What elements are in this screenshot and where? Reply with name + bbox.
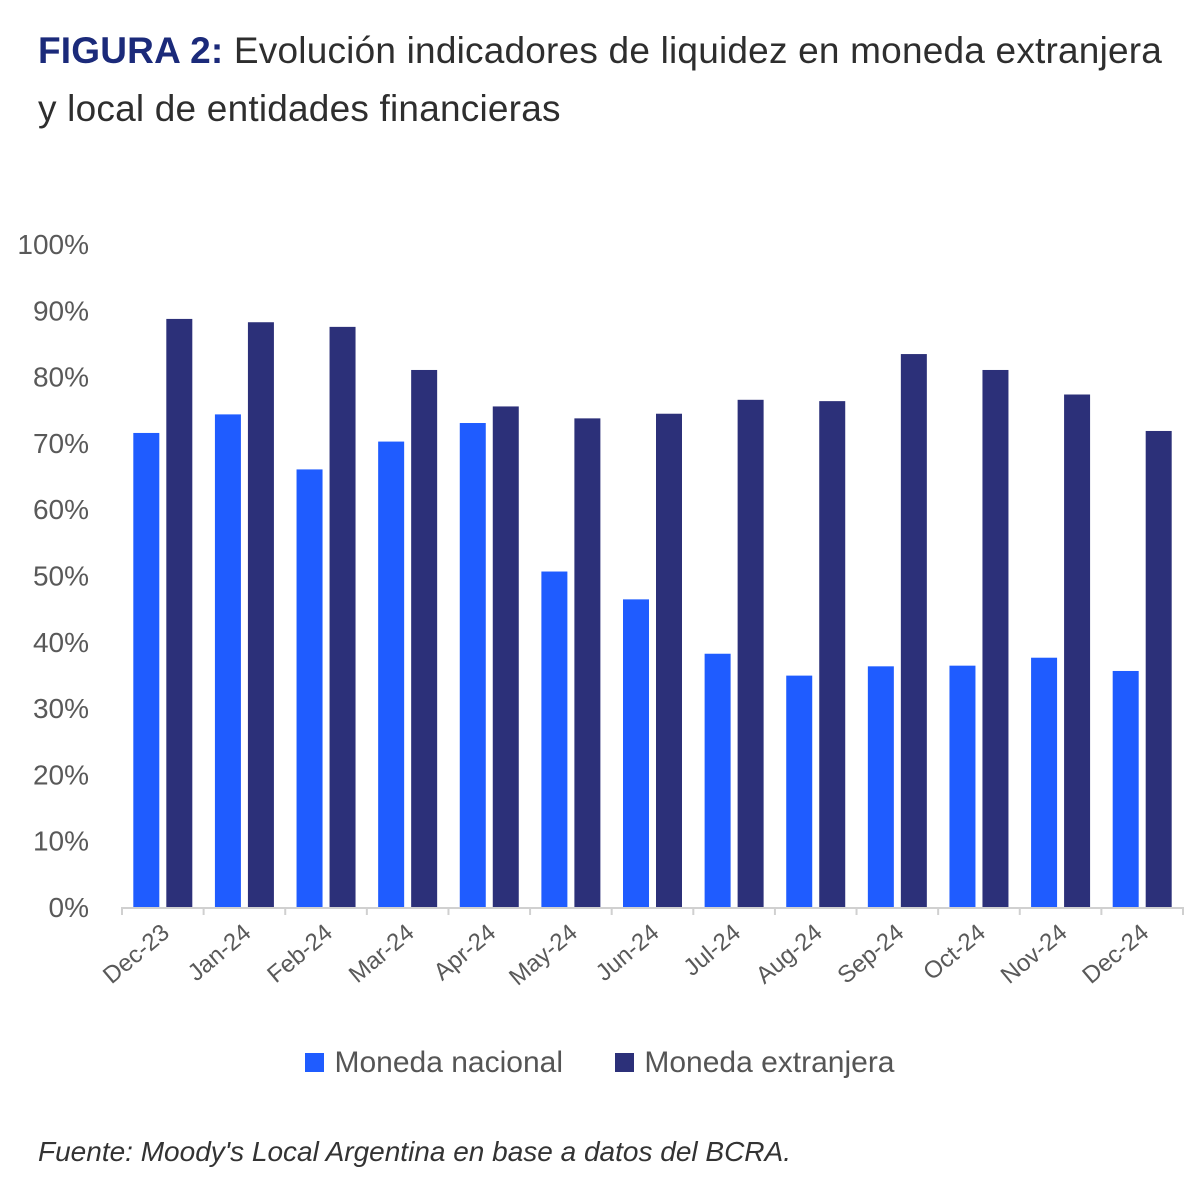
bar-moneda-nacional-mar-24: [378, 441, 405, 907]
bar-moneda-extranjera-jan-24: [247, 322, 274, 907]
bar-moneda-nacional-apr-24: [459, 423, 486, 907]
figure-title-text: Evolución indicadores de liquidez en mon…: [38, 30, 1163, 129]
bar-moneda-extranjera-mar-24: [411, 369, 438, 908]
y-tick-label: 20%: [33, 759, 89, 790]
bar-moneda-extranjera-nov-24: [1064, 394, 1091, 908]
bar-moneda-extranjera-dec-24: [1145, 430, 1172, 907]
legend-item-moneda-nacional: Moneda nacional: [305, 1046, 563, 1080]
x-tick-label: Apr-24: [429, 919, 502, 986]
x-tick-label: Oct-24: [918, 919, 991, 986]
legend-label: Moneda extranjera: [644, 1046, 895, 1079]
bar-moneda-extranjera-jun-24: [656, 413, 682, 907]
legend-item-moneda-extranjera: Moneda extranjera: [615, 1046, 895, 1080]
y-axis: 0% 10% 20% 30% 40% 50% 60% 70% 80% 90% 100%: [17, 229, 89, 923]
x-tick-label: Dec-23: [98, 919, 175, 989]
x-tick-label: Feb-24: [262, 919, 338, 989]
figure-title: FIGURA 2: Evolución indicadores de liqui…: [38, 22, 1178, 138]
bar-moneda-extranjera-jul-24: [737, 399, 764, 907]
y-tick-label: 90%: [33, 295, 89, 326]
bar-moneda-extranjera-apr-24: [492, 406, 519, 907]
legend-label: Moneda nacional: [334, 1046, 563, 1079]
bar-moneda-nacional-nov-24: [1031, 657, 1058, 907]
x-axis: Dec-23 Jan-24 Feb-24 Mar-24 Apr-24 May-24 Jun-…: [98, 907, 1184, 991]
bar-moneda-extranjera-oct-24: [982, 369, 1009, 908]
y-tick-label: 50%: [33, 561, 89, 592]
bar-moneda-extranjera-may-24: [574, 418, 601, 907]
bar-moneda-extranjera-dec-23: [166, 318, 193, 907]
y-tick-label: 70%: [33, 428, 89, 459]
bar-moneda-nacional-jan-24: [214, 414, 241, 907]
x-tick-label: Jul-24: [679, 919, 746, 982]
bar-moneda-nacional-aug-24: [786, 675, 813, 907]
y-tick-label: 100%: [17, 229, 89, 260]
x-tick-label: Jun-24: [591, 919, 665, 987]
x-tick-label: May-24: [504, 919, 583, 991]
source-note: Fuente: Moody's Local Argentina en base …: [38, 1136, 791, 1167]
y-tick-label: 0%: [49, 892, 89, 923]
x-tick-label: Sep-24: [833, 919, 910, 989]
bar-moneda-nacional-jul-24: [704, 653, 731, 907]
bar-moneda-nacional-sep-24: [867, 666, 894, 907]
figure-label: FIGURA 2:: [38, 30, 224, 71]
legend: Moneda nacional Moneda extranjera: [0, 1046, 1200, 1080]
bar-moneda-extranjera-feb-24: [329, 326, 356, 907]
bar-moneda-nacional-dec-23: [133, 432, 160, 907]
x-tick-label: Aug-24: [751, 919, 828, 989]
y-tick-label: 60%: [33, 494, 89, 525]
y-tick-label: 10%: [33, 826, 89, 857]
legend-swatch-moneda-extranjera: [615, 1052, 635, 1072]
legend-swatch-moneda-nacional: [305, 1052, 325, 1072]
x-tick-label: Jan-24: [183, 919, 257, 987]
y-tick-label: 30%: [33, 693, 89, 724]
x-tick-label: Nov-24: [996, 919, 1073, 989]
y-tick-label: 80%: [33, 362, 89, 393]
bar-moneda-nacional-oct-24: [949, 665, 976, 907]
bar-moneda-nacional-dec-24: [1112, 670, 1139, 907]
x-tick-label: Mar-24: [344, 919, 420, 989]
bar-moneda-nacional-may-24: [541, 571, 568, 907]
bars: [133, 318, 1172, 908]
y-tick-label: 40%: [33, 627, 89, 658]
x-tick-label: Dec-24: [1077, 919, 1154, 989]
bar-moneda-nacional-jun-24: [623, 599, 649, 907]
bar-moneda-extranjera-aug-24: [819, 401, 846, 907]
bar-moneda-extranjera-sep-24: [900, 354, 927, 908]
bar-moneda-nacional-feb-24: [296, 469, 323, 907]
